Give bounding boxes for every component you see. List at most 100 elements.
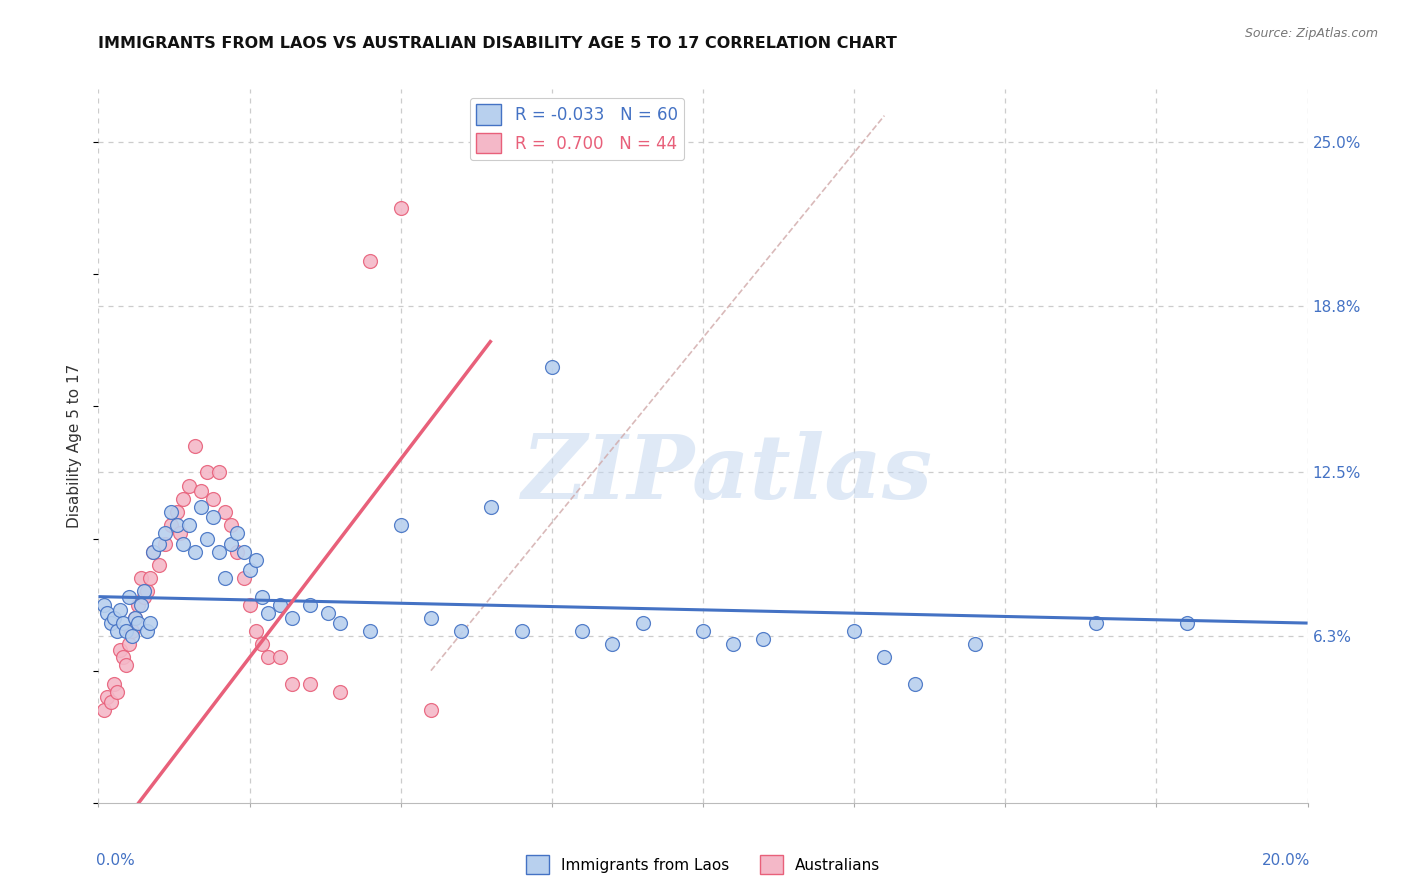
Point bbox=[100, 695, 122, 709]
Point bbox=[202, 510, 225, 524]
Text: 20.0%: 20.0% bbox=[1261, 853, 1310, 868]
Point bbox=[245, 624, 267, 638]
Text: 0.0%: 0.0% bbox=[96, 853, 135, 868]
Text: ZIPatlas: ZIPatlas bbox=[522, 432, 932, 517]
Point bbox=[281, 677, 304, 691]
Point bbox=[844, 624, 866, 638]
Point bbox=[160, 505, 183, 519]
Point bbox=[571, 624, 593, 638]
Point bbox=[602, 637, 624, 651]
Point bbox=[114, 658, 136, 673]
Point bbox=[190, 500, 212, 514]
Point bbox=[540, 359, 562, 374]
Text: IMMIGRANTS FROM LAOS VS AUSTRALIAN DISABILITY AGE 5 TO 17 CORRELATION CHART: IMMIGRANTS FROM LAOS VS AUSTRALIAN DISAB… bbox=[98, 36, 897, 51]
Point bbox=[121, 624, 143, 638]
Point bbox=[202, 491, 225, 506]
Point bbox=[329, 616, 352, 631]
Point bbox=[153, 537, 176, 551]
Point bbox=[105, 624, 128, 638]
Point bbox=[281, 611, 304, 625]
Point bbox=[100, 616, 122, 631]
Point bbox=[139, 571, 162, 585]
Point bbox=[172, 537, 194, 551]
Point bbox=[965, 637, 987, 651]
Point bbox=[723, 637, 745, 651]
Point bbox=[250, 637, 273, 651]
Point bbox=[179, 478, 201, 492]
Point bbox=[1175, 616, 1198, 631]
Point bbox=[139, 616, 162, 631]
Point bbox=[316, 606, 339, 620]
Point bbox=[269, 650, 291, 665]
Point bbox=[239, 563, 262, 577]
Text: Source: ZipAtlas.com: Source: ZipAtlas.com bbox=[1244, 27, 1378, 40]
Point bbox=[269, 598, 291, 612]
Point bbox=[124, 611, 146, 625]
Point bbox=[256, 650, 278, 665]
Point bbox=[904, 677, 927, 691]
Point bbox=[256, 606, 278, 620]
Point bbox=[169, 526, 191, 541]
Point bbox=[360, 624, 382, 638]
Point bbox=[481, 500, 503, 514]
Point bbox=[129, 571, 152, 585]
Point bbox=[221, 518, 243, 533]
Point bbox=[389, 201, 412, 215]
Point bbox=[214, 505, 236, 519]
Point bbox=[127, 616, 149, 631]
Point bbox=[873, 650, 896, 665]
Point bbox=[631, 616, 654, 631]
Point bbox=[121, 629, 143, 643]
Point bbox=[239, 598, 262, 612]
Point bbox=[226, 526, 249, 541]
Point bbox=[232, 545, 254, 559]
Legend: R = -0.033   N = 60, R =  0.700   N = 44: R = -0.033 N = 60, R = 0.700 N = 44 bbox=[470, 97, 685, 160]
Legend: Immigrants from Laos, Australians: Immigrants from Laos, Australians bbox=[520, 849, 886, 880]
Point bbox=[450, 624, 472, 638]
Point bbox=[114, 624, 136, 638]
Point bbox=[111, 616, 134, 631]
Y-axis label: Disability Age 5 to 17: Disability Age 5 to 17 bbox=[67, 364, 83, 528]
Point bbox=[195, 532, 218, 546]
Point bbox=[160, 518, 183, 533]
Point bbox=[221, 537, 243, 551]
Point bbox=[329, 685, 352, 699]
Point bbox=[389, 518, 412, 533]
Point bbox=[96, 690, 118, 704]
Point bbox=[208, 466, 231, 480]
Point bbox=[124, 611, 146, 625]
Point bbox=[166, 518, 188, 533]
Point bbox=[118, 637, 141, 651]
Point bbox=[692, 624, 714, 638]
Point bbox=[420, 703, 443, 717]
Point bbox=[108, 642, 131, 657]
Point bbox=[179, 518, 201, 533]
Point bbox=[1085, 616, 1108, 631]
Point bbox=[111, 650, 134, 665]
Point bbox=[299, 677, 322, 691]
Point bbox=[214, 571, 236, 585]
Point bbox=[510, 624, 533, 638]
Point bbox=[153, 526, 176, 541]
Point bbox=[232, 571, 254, 585]
Point bbox=[93, 598, 115, 612]
Point bbox=[299, 598, 322, 612]
Point bbox=[93, 703, 115, 717]
Point bbox=[129, 598, 152, 612]
Point bbox=[142, 545, 165, 559]
Point bbox=[148, 537, 170, 551]
Point bbox=[752, 632, 775, 646]
Point bbox=[184, 545, 207, 559]
Point bbox=[360, 254, 382, 268]
Point bbox=[190, 483, 212, 498]
Point bbox=[226, 545, 249, 559]
Point bbox=[132, 584, 155, 599]
Point bbox=[172, 491, 194, 506]
Point bbox=[127, 598, 149, 612]
Point bbox=[195, 466, 218, 480]
Point bbox=[118, 590, 141, 604]
Point bbox=[135, 584, 157, 599]
Point bbox=[96, 606, 118, 620]
Point bbox=[420, 611, 443, 625]
Point bbox=[250, 590, 273, 604]
